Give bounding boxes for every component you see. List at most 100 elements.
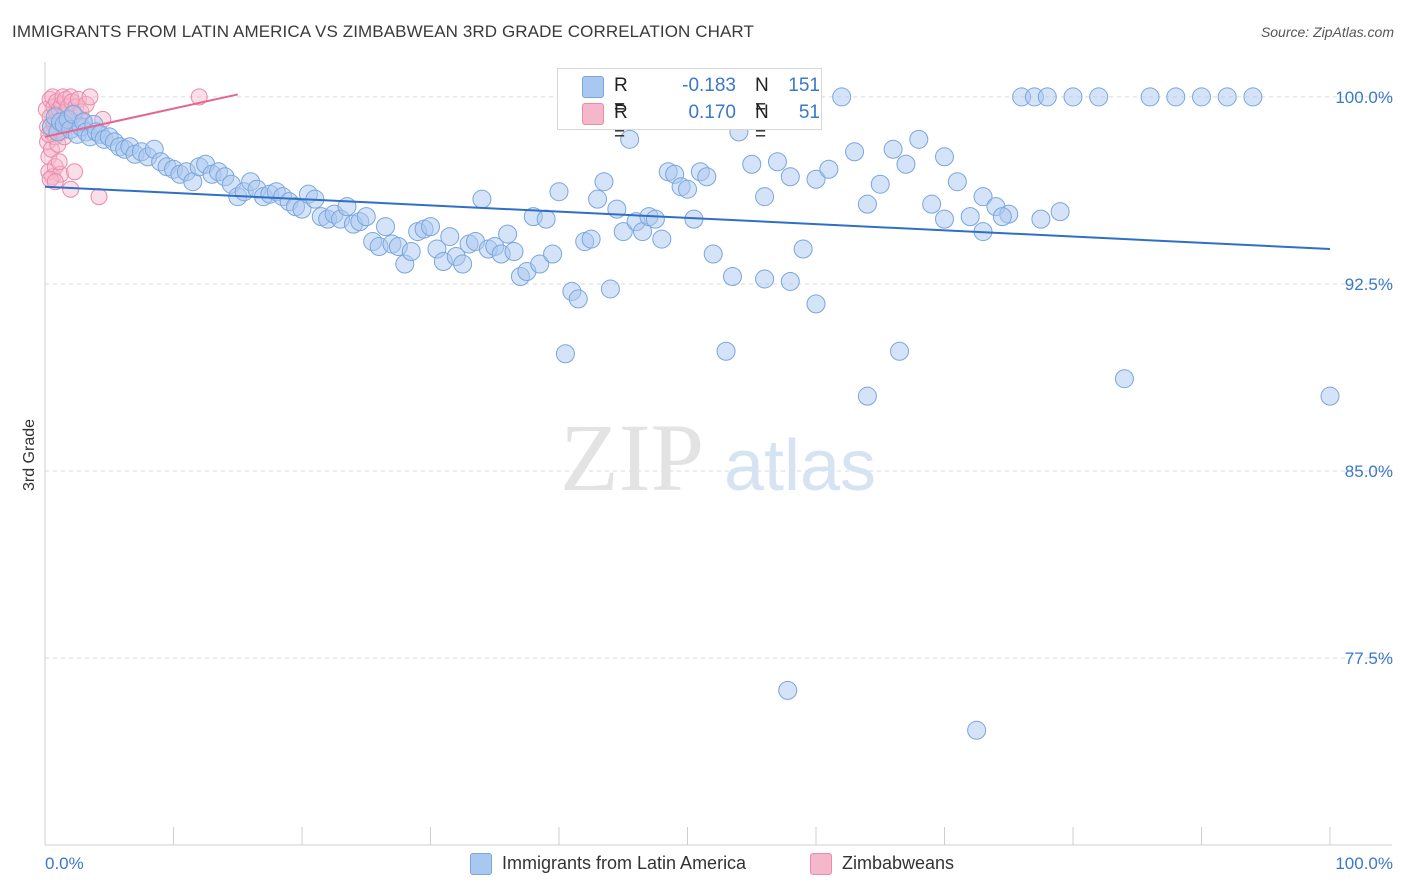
legend-r-value: 0.170 (688, 102, 736, 123)
data-point (1031, 209, 1051, 229)
data-point (742, 154, 762, 174)
data-point (716, 341, 736, 361)
axes (44, 62, 1392, 846)
legend-n-value: 151 (788, 75, 820, 96)
y-tick-label: 92.5% (1345, 275, 1393, 294)
data-point (568, 289, 588, 309)
data-point (1050, 202, 1070, 222)
legend-n-value: 51 (798, 102, 820, 123)
x-tick-labels: 0.0% 100.0% (45, 854, 1393, 873)
data-point (793, 239, 813, 259)
data-point (190, 88, 208, 106)
data-point (935, 209, 954, 229)
data-point (1037, 87, 1057, 107)
data-point (1063, 87, 1083, 107)
x-tick-label-min: 0.0% (45, 854, 84, 873)
legend-swatch-blue (582, 76, 604, 98)
data-point (967, 720, 987, 740)
data-point (960, 207, 980, 227)
chart-title: IMMIGRANTS FROM LATIN AMERICA VS ZIMBABW… (12, 22, 754, 41)
watermark: ZIP atlas (560, 404, 876, 511)
legend-swatch-pink (582, 103, 604, 125)
data-point (543, 244, 563, 264)
data-point (555, 344, 575, 364)
data-point (778, 680, 798, 700)
data-point (620, 129, 640, 149)
y-tick-label: 77.5% (1345, 649, 1393, 668)
data-point (755, 187, 775, 207)
data-point (401, 242, 421, 262)
data-point (530, 254, 550, 274)
data-point (947, 172, 967, 192)
data-point (806, 169, 826, 189)
data-point (588, 189, 608, 209)
legend-r-label: R = (614, 75, 628, 118)
data-point (376, 217, 396, 237)
data-point (678, 179, 697, 199)
y-tick-labels: 100.0% 92.5% 85.0% 77.5% (1335, 88, 1393, 668)
data-point (1114, 369, 1134, 389)
bottom-legend-label: Immigrants from Latin America (502, 853, 747, 873)
data-point (549, 182, 569, 202)
data-point (767, 152, 787, 172)
data-point (90, 188, 108, 206)
data-point (896, 154, 916, 174)
data-point (780, 271, 800, 291)
trend-line-zimbabweans (44, 93, 238, 138)
data-point (890, 341, 910, 361)
bottom-legend-swatch-pink (810, 853, 832, 875)
data-point (440, 227, 460, 247)
data-point (498, 224, 518, 244)
data-point (832, 87, 852, 107)
data-point (845, 142, 865, 162)
data-point (992, 207, 1012, 227)
data-point (652, 229, 672, 249)
data-point (780, 167, 800, 187)
x-tick-label-max: 100.0% (1335, 854, 1393, 873)
data-point (81, 88, 99, 106)
watermark-atlas: atlas (724, 426, 876, 506)
data-point (1089, 87, 1109, 107)
trend-lines (44, 93, 1331, 251)
data-point (857, 194, 877, 214)
data-point (806, 294, 826, 314)
data-point (819, 159, 839, 179)
data-point (1243, 87, 1263, 107)
latin-america-points (41, 87, 1340, 740)
y-tick-label: 85.0% (1345, 462, 1393, 481)
data-point (50, 153, 68, 171)
data-point (356, 207, 376, 227)
data-point (697, 167, 717, 187)
data-point (755, 269, 775, 289)
data-point (973, 187, 993, 207)
data-point (1166, 87, 1186, 107)
legend-n-label: N = (755, 75, 769, 118)
data-point (1320, 386, 1340, 406)
data-point (909, 129, 929, 149)
data-point (1192, 87, 1211, 107)
data-point (504, 242, 524, 262)
data-point (594, 172, 614, 192)
data-point (857, 386, 877, 406)
bottom-legend-swatch-blue (470, 853, 492, 875)
source-attribution: Source: ZipAtlas.com (1260, 24, 1394, 40)
data-point (536, 209, 556, 229)
legend-n-label: N = (755, 102, 769, 145)
data-point (66, 163, 84, 181)
data-point (453, 254, 473, 274)
data-point (46, 173, 64, 191)
data-point (870, 174, 890, 194)
data-point (883, 139, 903, 159)
data-point (421, 217, 440, 237)
legend-r-label: R = (614, 102, 628, 145)
data-point (703, 244, 723, 264)
data-point (1140, 87, 1160, 107)
data-point (645, 209, 665, 229)
watermark-zip: ZIP (560, 404, 704, 511)
data-point (722, 266, 742, 286)
data-point (472, 189, 492, 209)
data-point (581, 229, 601, 249)
legend-r-value: -0.183 (682, 75, 736, 96)
data-point (600, 279, 620, 299)
